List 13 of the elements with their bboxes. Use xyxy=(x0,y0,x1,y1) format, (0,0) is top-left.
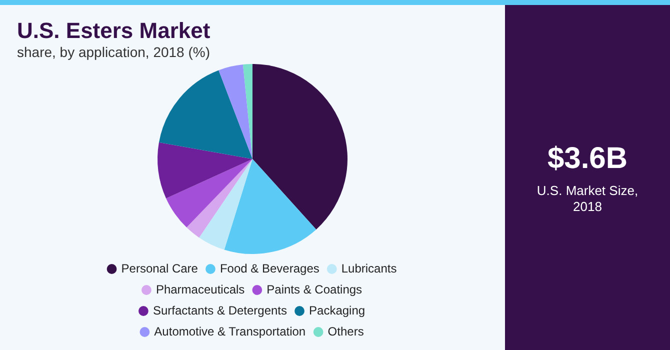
legend-label: Pharmaceuticals xyxy=(156,282,245,296)
chart-title: U.S. Esters Market xyxy=(17,18,210,44)
text: U.S. Market Size, 2018 xyxy=(536,183,640,215)
legend-label: Personal Care xyxy=(121,261,198,276)
text: $3.6B xyxy=(546,142,629,176)
chart-subtitle: share, by application, 2018 (%) xyxy=(17,44,210,60)
legend-label: Paints & Coatings xyxy=(266,282,362,296)
legend-label: Automotive & Transportation xyxy=(154,324,306,338)
legend-label: Others xyxy=(328,324,364,338)
legend-label: Packaging xyxy=(309,303,366,318)
legend-label: Surfactants & Detergents xyxy=(152,303,288,318)
legend-label: Lubricants xyxy=(341,261,397,276)
legend-label: Food & Beverages xyxy=(220,261,320,276)
